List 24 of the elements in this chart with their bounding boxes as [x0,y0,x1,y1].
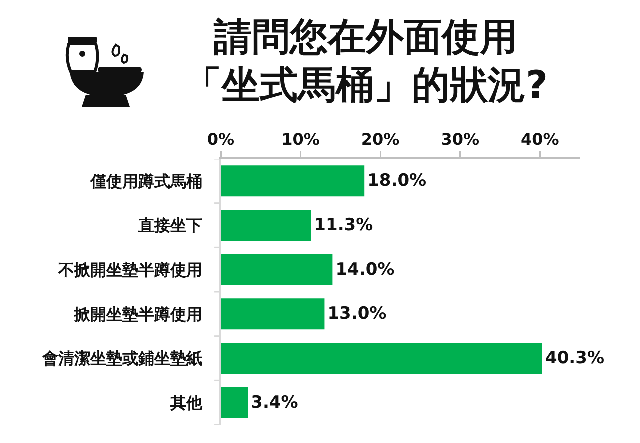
y-tick-label: 掀開坐墊半蹲使用 [73,304,202,324]
chart-title: 請問您在外面使用「坐式馬桶」的狀況? [182,14,550,109]
x-tick-label: 40% [520,130,560,150]
data-label: 11.3% [314,216,374,236]
x-tick-label: 0% [207,130,235,150]
bar [221,166,365,197]
y-tick-label: 會清潔坐墊或鋪坐墊紙 [41,349,202,368]
y-tick-label: 不掀開坐墊半蹲使用 [57,260,202,280]
x-tick-label: 10% [282,130,320,150]
x-tick-label: 30% [441,130,480,150]
bar [221,254,333,286]
bar [221,298,325,330]
bar [221,387,248,418]
bar [221,342,542,374]
data-label: 13.0% [328,304,387,324]
y-tick-label: 僅使用蹲式馬桶 [89,172,202,191]
data-label: 3.4% [251,392,298,413]
y-tick-label: 直接坐下 [137,216,202,236]
y-tick-label: 其他 [169,393,204,412]
data-label: 40.3% [546,348,604,368]
x-tick-label: 20% [361,130,400,150]
bar [221,210,312,242]
data-label: 14.0% [336,260,395,280]
data-label: 18.0% [368,171,427,192]
